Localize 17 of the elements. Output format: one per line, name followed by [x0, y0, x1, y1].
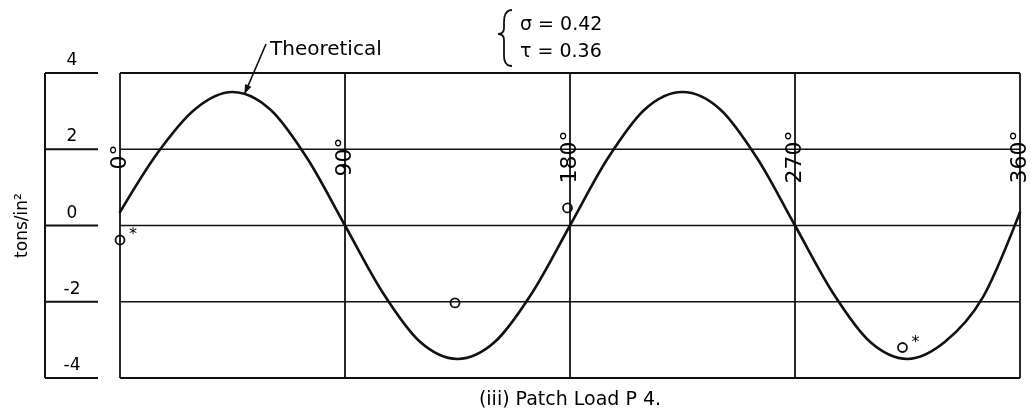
annotation: *: [911, 331, 920, 351]
text: (iii) Patch Load P 4.: [478, 387, 662, 409]
x-tick-label: 180°: [556, 130, 581, 184]
y-axis-title: tons/in²: [11, 193, 31, 258]
y-tick-label: -4: [63, 354, 81, 374]
text: σ = 0.42: [520, 12, 603, 34]
text: Theoretical: [269, 36, 382, 60]
y-tick-label: 0: [66, 201, 78, 222]
annotation: *: [129, 223, 137, 243]
x-tick-label: 90°: [331, 137, 356, 177]
y-tick-label: 4: [66, 49, 78, 69]
x-tick-label: 360°: [1006, 130, 1031, 184]
text: τ = 0.36: [520, 39, 602, 61]
y-tick-label: -2: [63, 277, 81, 298]
x-tick-label: 0°: [106, 144, 131, 170]
x-tick-label: 270°: [781, 130, 806, 184]
y-tick-label: 2: [66, 125, 78, 146]
